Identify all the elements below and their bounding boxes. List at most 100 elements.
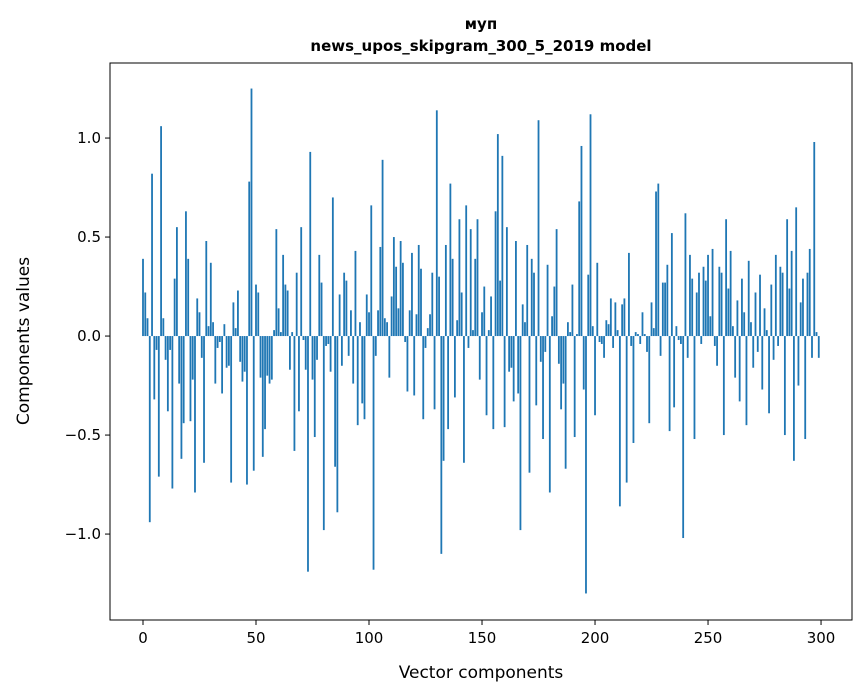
bar bbox=[759, 274, 761, 337]
bar bbox=[325, 336, 327, 346]
bar bbox=[632, 336, 635, 443]
bar bbox=[492, 336, 495, 430]
bar bbox=[182, 336, 185, 424]
bar bbox=[329, 336, 332, 372]
bar bbox=[302, 336, 305, 341]
x-axis-label: Vector components bbox=[399, 663, 564, 683]
bar bbox=[788, 288, 791, 337]
bar bbox=[395, 266, 398, 337]
bar bbox=[327, 336, 330, 344]
bar bbox=[402, 262, 404, 337]
bar bbox=[456, 320, 459, 337]
bar bbox=[309, 151, 312, 337]
bar bbox=[804, 336, 807, 440]
bar bbox=[352, 336, 355, 384]
bar bbox=[616, 330, 619, 337]
bar bbox=[234, 328, 237, 337]
bar bbox=[677, 336, 680, 341]
y-tick-label: 1.0 bbox=[77, 129, 101, 147]
bar bbox=[589, 114, 592, 337]
bar bbox=[519, 336, 522, 531]
plot-frame bbox=[109, 62, 853, 621]
bar bbox=[591, 326, 594, 337]
bar bbox=[738, 336, 741, 402]
bar bbox=[284, 284, 287, 337]
y-tick-label: 0.0 bbox=[77, 327, 101, 345]
bar bbox=[293, 336, 296, 451]
bar bbox=[560, 336, 563, 410]
bar bbox=[266, 336, 269, 376]
x-tick-label: 100 bbox=[355, 629, 384, 647]
bar bbox=[750, 322, 752, 337]
bar bbox=[704, 280, 707, 337]
bar bbox=[770, 284, 773, 337]
bar bbox=[483, 286, 486, 337]
bar bbox=[392, 237, 395, 337]
bar bbox=[397, 308, 400, 337]
bar bbox=[811, 336, 813, 358]
chart-title: муп bbox=[465, 15, 497, 33]
bar bbox=[806, 272, 809, 337]
bar bbox=[449, 183, 452, 337]
bar bbox=[322, 336, 325, 531]
bar bbox=[343, 272, 346, 337]
bar bbox=[166, 336, 169, 412]
bar bbox=[298, 336, 300, 412]
bar bbox=[790, 250, 793, 337]
ticks-group: 0 50 100 150 200 250 300 1.0 0.5 0.0 −0.5 −1.0 bbox=[65, 129, 836, 647]
bar bbox=[241, 336, 244, 382]
bar bbox=[239, 336, 242, 362]
bar bbox=[664, 282, 666, 337]
bar bbox=[381, 159, 384, 337]
bar bbox=[490, 296, 492, 337]
bar bbox=[440, 336, 443, 554]
y-tick-label: −0.5 bbox=[65, 426, 101, 444]
bar bbox=[300, 227, 303, 337]
bar bbox=[295, 272, 298, 337]
bar bbox=[603, 336, 605, 358]
bar bbox=[268, 336, 271, 384]
bar bbox=[361, 336, 364, 404]
bar bbox=[426, 328, 429, 337]
bar bbox=[585, 336, 587, 594]
bar bbox=[162, 318, 165, 337]
bar bbox=[474, 258, 477, 337]
x-tick-label: 300 bbox=[807, 629, 836, 647]
bar bbox=[465, 205, 468, 337]
bar bbox=[334, 336, 337, 467]
bar bbox=[347, 336, 350, 356]
bar bbox=[548, 336, 551, 493]
bar bbox=[580, 145, 583, 337]
bar bbox=[670, 233, 673, 337]
bar bbox=[612, 336, 615, 348]
bar bbox=[648, 336, 651, 424]
bar bbox=[225, 336, 228, 368]
bar bbox=[623, 298, 626, 337]
bar bbox=[661, 282, 664, 337]
bar bbox=[693, 336, 696, 440]
bar bbox=[634, 332, 637, 337]
bar bbox=[772, 336, 775, 360]
bar bbox=[673, 336, 676, 408]
bar bbox=[557, 336, 560, 364]
bar bbox=[686, 336, 689, 358]
bar bbox=[212, 322, 214, 337]
bar bbox=[621, 304, 624, 337]
bar bbox=[194, 336, 196, 493]
bar bbox=[214, 336, 217, 384]
bar bbox=[562, 336, 565, 384]
bar bbox=[255, 284, 257, 337]
bar bbox=[639, 336, 642, 344]
bar bbox=[510, 336, 513, 368]
bar bbox=[530, 258, 533, 337]
bar bbox=[189, 336, 192, 422]
bar bbox=[799, 302, 802, 337]
bar bbox=[487, 330, 490, 337]
bar bbox=[417, 244, 420, 337]
bar bbox=[230, 336, 233, 483]
bar bbox=[600, 336, 603, 344]
bar bbox=[264, 336, 266, 430]
bar bbox=[142, 258, 144, 337]
bar bbox=[221, 336, 224, 394]
bar bbox=[582, 336, 585, 390]
